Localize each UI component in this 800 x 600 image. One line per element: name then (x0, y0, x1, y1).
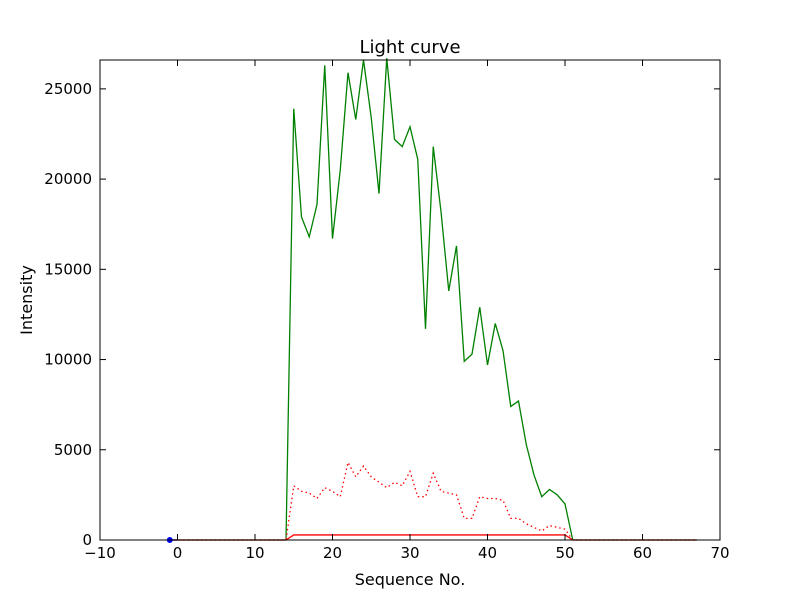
x-tick-label: 60 (633, 544, 652, 562)
y-tick-label: 5000 (54, 441, 92, 459)
y-tick-label: 20000 (44, 170, 92, 188)
x-tick-label: 50 (555, 544, 574, 562)
x-axis-title: Sequence No. (355, 570, 466, 589)
y-axis-title: Intensity (17, 265, 36, 335)
x-tick-label: −10 (84, 544, 116, 562)
series-line-1 (169, 58, 697, 541)
x-tick-label: 70 (710, 544, 729, 562)
x-tick-label: 10 (245, 544, 264, 562)
y-tick-label: 0 (82, 531, 92, 549)
y-tick-label: 10000 (44, 351, 92, 369)
y-axis: 0 5000 10000 15000 20000 25000 (44, 80, 720, 549)
y-tick-label: 15000 (44, 260, 92, 278)
x-tick-label: 40 (478, 544, 497, 562)
x-tick-label: 20 (323, 544, 342, 562)
x-tick-label: 30 (400, 544, 419, 562)
y-tick-label: 25000 (44, 80, 92, 98)
x-tick-label: 0 (173, 544, 183, 562)
chart-title: Light curve (359, 37, 460, 58)
x-axis: −10 0 10 20 30 40 50 60 70 (84, 60, 730, 562)
